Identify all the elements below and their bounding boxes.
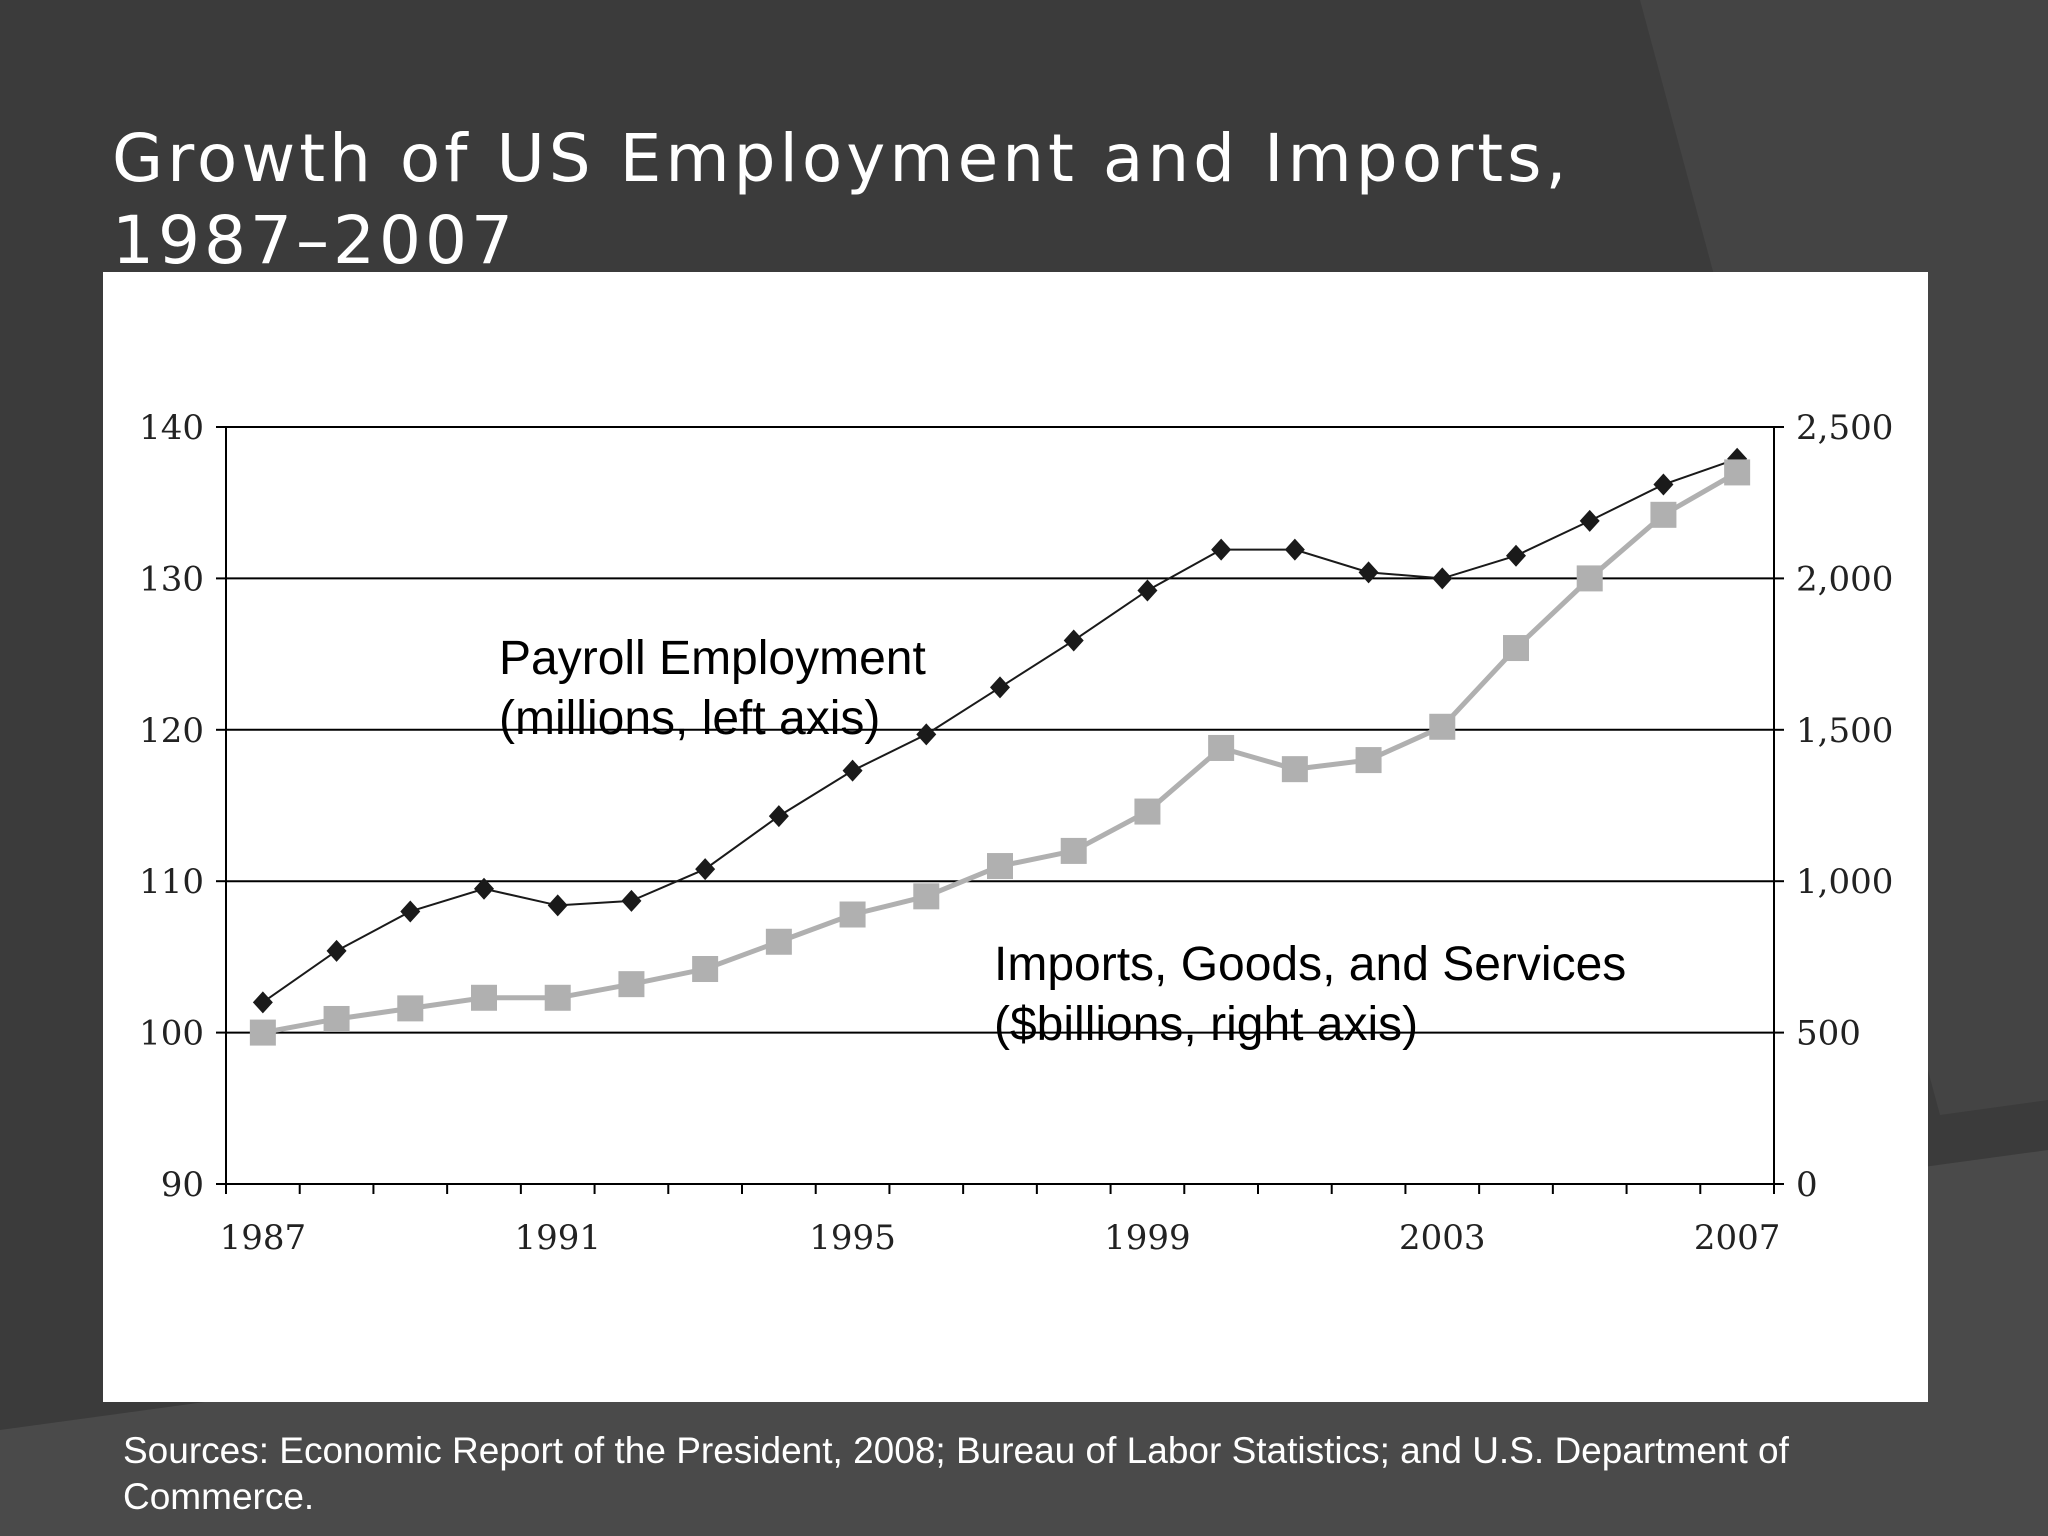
imports-marker [1429,713,1456,740]
imports-marker [249,1019,276,1046]
imports-marker [692,956,719,983]
employment-marker [1063,629,1084,652]
imports-marker [1134,798,1161,825]
left-axis-tick-label: 110 [139,862,204,902]
imports-marker [544,984,571,1011]
imports-marker [1355,747,1382,774]
employment-marker [1432,567,1453,590]
employment-marker [1211,538,1232,561]
imports-marker [839,901,866,928]
left-axis-tick-label: 90 [161,1165,204,1205]
right-axis-tick-label: 2,000 [1796,559,1893,599]
employment-marker [1137,579,1158,602]
imports-marker [1208,734,1235,761]
imports-marker [323,1005,350,1032]
employment-marker [547,894,568,917]
employment-marker [695,858,716,881]
employment-marker [326,939,347,962]
employment-marker [621,889,642,912]
tick-labels: 90 0 100 500 110 1,000 120 1,500 130 2,000 140 2,50… [139,408,1893,1258]
left-axis-tick-label: 140 [139,408,204,448]
employment-marker [1358,561,1379,584]
x-axis-tick-label: 2003 [1399,1218,1486,1258]
chart-panel: 90 0 100 500 110 1,000 120 1,500 130 2,000 140 2,50… [103,272,1928,1402]
right-axis-tick-label: 500 [1796,1014,1861,1054]
x-axis-tick-label: 1987 [220,1218,307,1258]
imports-marker [1650,501,1677,528]
imports-marker [1503,635,1529,662]
imports-marker [1576,565,1603,592]
employment-marker [474,877,494,900]
sources-note: Sources: Economic Report of the Presiden… [123,1430,1789,1517]
imports-marker [397,995,424,1022]
x-axis-tick-label: 1999 [1104,1218,1191,1258]
employment-marker [916,723,937,746]
slide-title: Growth of US Employment and Imports, 198… [112,120,1571,279]
employment-marker [990,676,1010,699]
imports-marker [1281,756,1308,783]
imports-marker [987,853,1013,880]
imports-marker [1060,837,1087,864]
series [249,447,1751,1046]
employment-marker [1653,473,1674,496]
imports-marker [471,984,497,1011]
imports-marker [765,928,792,955]
employment-imports-chart: 90 0 100 500 110 1,000 120 1,500 130 2,000 140 2,50… [139,408,1893,1258]
annotations: Payroll Employment (millions, left axis)… [499,632,1626,1051]
left-axis-tick-label: 130 [139,559,204,599]
employment-marker [1506,544,1526,567]
imports-marker [1724,459,1751,486]
right-axis-tick-label: 0 [1796,1165,1818,1205]
employment-label-line1: Payroll Employment [499,632,926,685]
imports-marker [618,971,645,998]
left-axis-tick-label: 120 [139,711,204,751]
imports-label-line1: Imports, Goods, and Services [994,938,1626,991]
employment-marker [252,991,273,1014]
right-axis-tick-label: 1,000 [1796,862,1893,902]
employment-marker [1284,538,1305,561]
right-axis-tick-label: 1,500 [1796,711,1893,751]
x-axis-tick-label: 1991 [514,1218,601,1258]
employment-marker [1579,509,1600,532]
x-axis-tick-label: 2007 [1694,1218,1781,1258]
left-axis-tick-label: 100 [139,1014,204,1054]
employment-marker [768,805,789,828]
axes [216,426,1784,1194]
employment-marker [842,759,863,782]
x-axis-tick-label: 1995 [809,1218,896,1258]
employment-marker [400,900,421,923]
employment-label-line2: (millions, left axis) [499,692,880,745]
right-axis-tick-label: 2,500 [1796,408,1893,448]
imports-label-line2: ($billions, right axis) [994,998,1418,1051]
imports-marker [913,883,940,910]
